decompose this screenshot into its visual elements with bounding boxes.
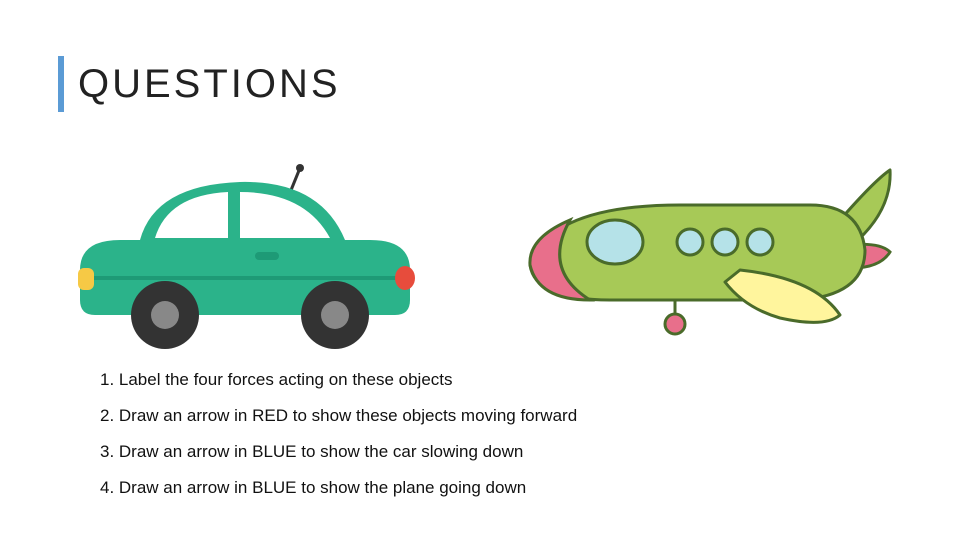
title-block: QUESTIONS	[58, 56, 341, 112]
title-accent-bar	[58, 56, 64, 112]
question-item: 3. Draw an arrow in BLUE to show the car…	[100, 442, 577, 462]
plane-icon	[480, 150, 900, 350]
page-title: QUESTIONS	[78, 62, 341, 107]
car-icon	[60, 150, 430, 350]
illustration-row	[60, 150, 900, 350]
question-list: 1. Label the four forces acting on these…	[100, 370, 577, 514]
question-item: 2. Draw an arrow in RED to show these ob…	[100, 406, 577, 426]
question-item: 4. Draw an arrow in BLUE to show the pla…	[100, 478, 577, 498]
question-item: 1. Label the four forces acting on these…	[100, 370, 577, 390]
